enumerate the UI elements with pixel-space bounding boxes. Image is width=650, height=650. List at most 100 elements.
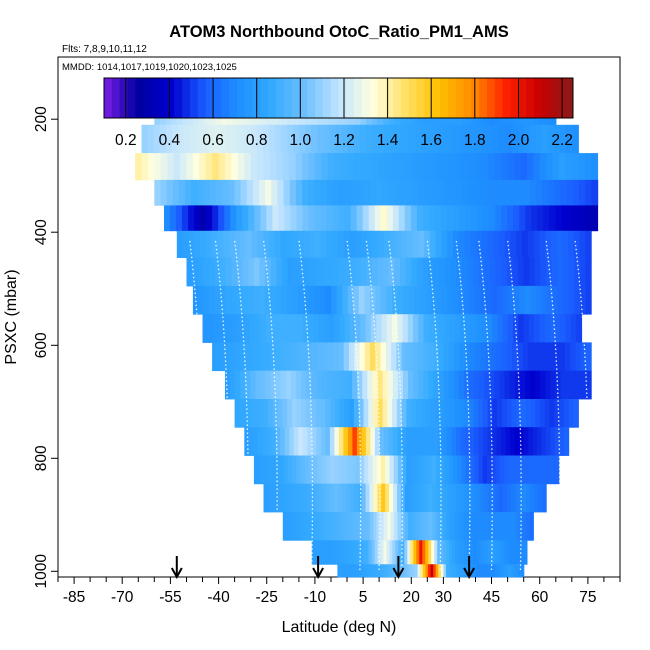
heat-cell bbox=[530, 399, 536, 428]
heat-cell bbox=[228, 314, 235, 343]
heat-cell bbox=[526, 512, 531, 541]
heat-cell bbox=[486, 285, 493, 315]
heat-cell bbox=[413, 370, 419, 400]
heat-cell bbox=[291, 342, 297, 372]
heat-cell bbox=[388, 179, 395, 206]
heat-cell bbox=[335, 540, 340, 565]
heat-cell bbox=[339, 399, 345, 428]
heat-cell bbox=[470, 540, 474, 565]
heat-cell bbox=[376, 564, 380, 578]
heat-cell bbox=[340, 564, 344, 578]
heat-cell bbox=[487, 483, 492, 513]
heat-cell bbox=[310, 512, 315, 541]
heat-cell bbox=[523, 179, 531, 206]
chart-title: ATOM3 Northbound OtoC_Ratio_PM1_AMS bbox=[169, 23, 508, 41]
heat-cell bbox=[266, 427, 272, 456]
heat-cell bbox=[436, 483, 441, 513]
heat-cell bbox=[165, 124, 173, 154]
heat-cell bbox=[306, 342, 313, 372]
heat-cell bbox=[225, 370, 231, 400]
heat-cell bbox=[474, 564, 478, 578]
heat-cell bbox=[305, 124, 312, 154]
heat-cell bbox=[563, 257, 570, 287]
heat-cell bbox=[357, 370, 363, 400]
heat-cell bbox=[443, 564, 447, 578]
heat-cell bbox=[370, 427, 376, 456]
colorbar-swatch bbox=[471, 78, 480, 118]
heat-cell bbox=[373, 564, 377, 578]
heat-cell bbox=[425, 179, 432, 206]
heat-cell bbox=[523, 314, 530, 343]
heat-cell bbox=[231, 285, 238, 315]
heat-cell bbox=[418, 512, 423, 541]
heat-cell bbox=[477, 205, 484, 232]
heat-cell bbox=[394, 257, 401, 287]
heat-cell bbox=[546, 257, 553, 287]
heat-cell bbox=[393, 455, 399, 485]
heat-cell bbox=[311, 124, 318, 154]
heat-cell bbox=[463, 512, 468, 541]
heat-cell bbox=[540, 370, 546, 400]
heat-cell bbox=[482, 455, 488, 485]
heat-cell bbox=[455, 179, 463, 206]
heat-cell bbox=[504, 370, 511, 400]
heat-cell bbox=[395, 540, 399, 565]
heat-cell bbox=[456, 153, 464, 181]
heat-cell bbox=[208, 124, 215, 154]
heat-cell bbox=[407, 314, 414, 343]
heat-cell bbox=[441, 205, 448, 232]
heat-cell bbox=[505, 512, 510, 541]
heat-cell bbox=[410, 205, 418, 232]
heat-cell bbox=[463, 483, 469, 513]
heat-cell bbox=[293, 257, 300, 287]
heat-cell bbox=[508, 512, 513, 541]
heat-cell bbox=[533, 230, 540, 258]
heat-cell bbox=[535, 285, 542, 315]
heat-cell bbox=[283, 455, 289, 485]
heat-cell bbox=[491, 342, 497, 372]
heat-cell bbox=[495, 564, 499, 578]
colorbar-swatch bbox=[307, 78, 316, 118]
heat-cell bbox=[356, 540, 361, 565]
heat-cell bbox=[447, 427, 453, 456]
heat-cell bbox=[449, 179, 457, 206]
heat-cell bbox=[255, 314, 261, 343]
heat-cell bbox=[185, 179, 192, 206]
heat-cell bbox=[389, 483, 394, 513]
heat-cell bbox=[282, 153, 290, 181]
heat-cell bbox=[265, 257, 272, 287]
heat-cell bbox=[347, 370, 353, 400]
heat-cell bbox=[330, 455, 335, 485]
heat-cell bbox=[444, 314, 451, 343]
heat-cell bbox=[497, 564, 501, 578]
heat-cell bbox=[446, 512, 451, 541]
heat-cell bbox=[369, 512, 374, 541]
heat-cell bbox=[459, 342, 466, 372]
heat-cell bbox=[383, 257, 390, 287]
heat-cell bbox=[478, 399, 484, 428]
heatmap-cells bbox=[135, 88, 599, 578]
heat-cell bbox=[474, 512, 479, 541]
heat-cell bbox=[353, 124, 361, 154]
heat-cell bbox=[543, 205, 550, 232]
heat-cell bbox=[344, 540, 349, 565]
heat-cell bbox=[542, 483, 547, 513]
heat-cell bbox=[514, 370, 521, 400]
x-tick-label: 20 bbox=[403, 589, 421, 606]
heat-cell bbox=[234, 314, 240, 343]
heat-cell bbox=[480, 285, 487, 315]
heat-cell bbox=[500, 564, 504, 578]
heat-cell bbox=[464, 230, 471, 258]
heat-cell bbox=[529, 257, 536, 287]
heat-cell bbox=[182, 230, 189, 258]
heat-cell bbox=[330, 483, 335, 513]
heat-cell bbox=[325, 399, 331, 428]
heat-cell bbox=[406, 427, 412, 456]
heat-cell bbox=[365, 124, 373, 154]
heat-cell bbox=[413, 540, 417, 565]
heat-cell bbox=[363, 179, 371, 206]
heat-cell bbox=[352, 564, 357, 578]
heat-cell bbox=[560, 179, 568, 206]
flight-track bbox=[262, 239, 278, 571]
heat-cell bbox=[550, 230, 558, 258]
